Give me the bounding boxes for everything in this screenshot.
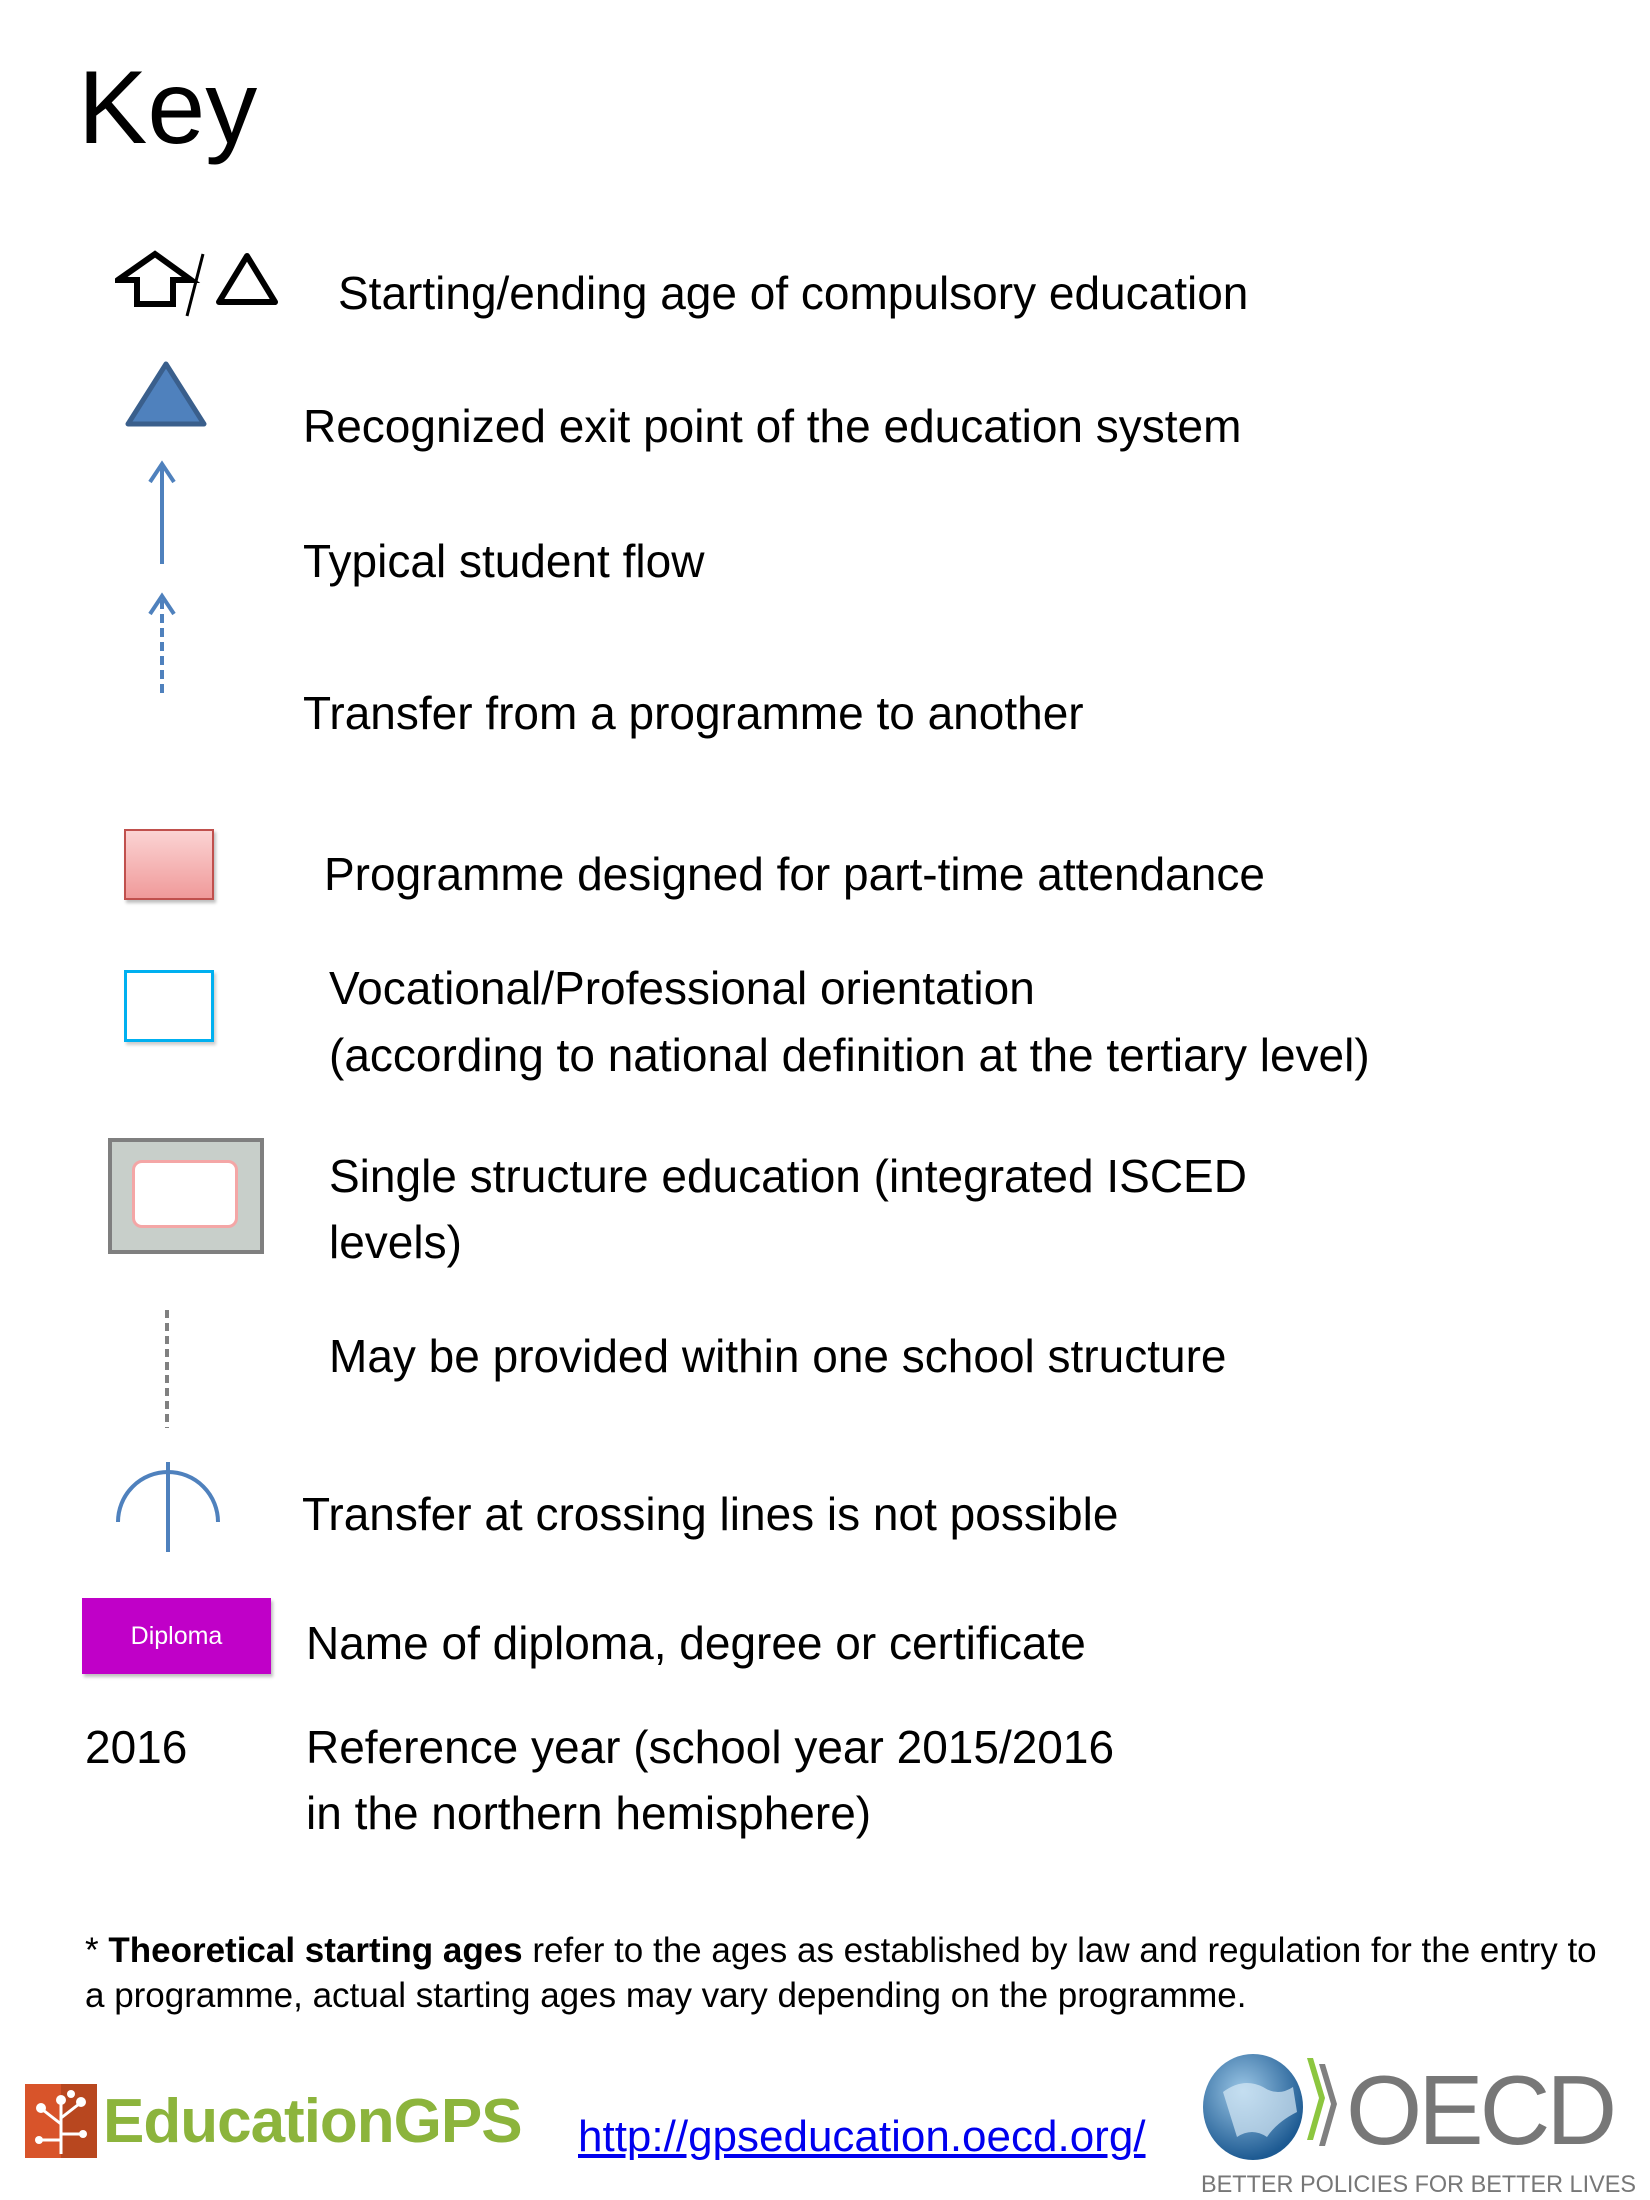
footnote-text: refer to the ages as established by law … [85,1931,1597,2015]
dashed-line-icon [165,1310,169,1428]
legend-label-single-structure-2: levels) [329,1216,462,1268]
oecd-logo: OECD BETTER POLICIES FOR BETTER LIVES [1201,2054,1636,2198]
legend-label-transfer: Transfer from a programme to another [303,687,1084,739]
legend-label-compulsory: Starting/ending age of compulsory educat… [338,267,1249,319]
exit-point-triangle-icon [125,361,207,427]
legend-label-reference-year-1: Reference year (school year 2015/2016 [306,1721,1115,1773]
legend-label-diploma: Name of diploma, degree or certificate [306,1617,1086,1669]
oecd-tagline: BETTER POLICIES FOR BETTER LIVES [1201,2171,1636,2198]
footnote-bold: Theoretical starting ages [108,1931,523,1970]
legend-label-crossing-lines: Transfer at crossing lines is not possib… [302,1488,1119,1540]
legend-label-part-time: Programme designed for part-time attenda… [324,848,1265,900]
legend-label-single-structure-1: Single structure education (integrated I… [329,1150,1247,1202]
compulsory-education-arrow-triangle-icon [115,250,278,317]
footnote: * Theoretical starting ages refer to the… [85,1928,1605,2018]
reference-year: 2016 [85,1721,188,1773]
page-title: Key [78,50,258,166]
tree-icon [25,2084,97,2158]
single-structure-box-icon [108,1138,264,1254]
legend-label-school-structure: May be provided within one school struct… [329,1330,1227,1382]
oecd-logo-text: OECD [1346,2055,1613,2165]
dashed-arrow-icon [148,592,176,696]
part-time-box-icon [124,829,214,900]
crossing-lines-icon [116,1462,220,1552]
vocational-box-icon [124,970,214,1042]
solid-arrow-icon [148,460,176,564]
education-gps-logo-text: EducationGPS [103,2086,523,2156]
legend-label-reference-year-2: in the northern hemisphere) [306,1787,872,1839]
education-gps-logo: EducationGPS [25,2084,523,2158]
gpseducation-link[interactable]: http://gpseducation.oecd.org/ [578,2112,1146,2161]
legend-label-vocational-1: Vocational/Professional orientation [329,962,1035,1014]
legend-label-vocational-2: (according to national definition at the… [329,1029,1370,1081]
footnote-prefix: * [85,1931,109,1970]
legend-label-exit-point: Recognized exit point of the education s… [303,400,1242,452]
legend-label-student-flow: Typical student flow [303,535,705,587]
diploma-badge: Diploma [82,1598,271,1674]
